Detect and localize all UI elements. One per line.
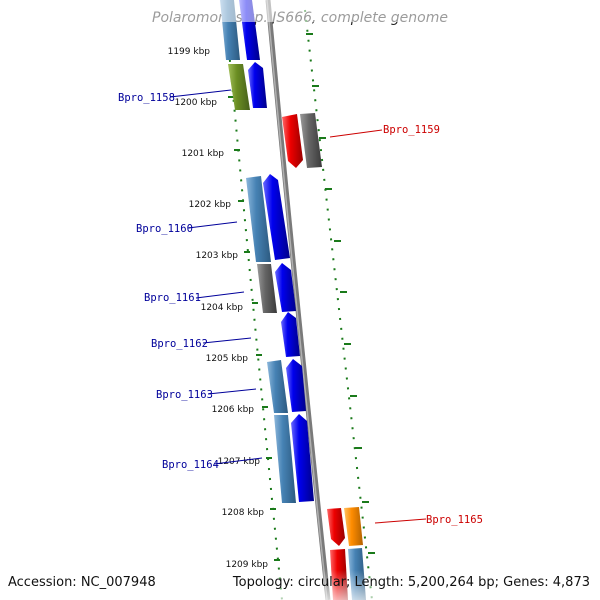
gene-label-bpro-1159[interactable]: Bpro_1159 bbox=[383, 124, 440, 136]
genome-summary-text: Topology: circular; Length: 5,200,264 bp… bbox=[232, 575, 590, 590]
tick-label: 1201 kbp bbox=[182, 149, 225, 159]
gene-label-bpro-1161[interactable]: Bpro_1161 bbox=[144, 292, 201, 304]
gene-label-bpro-1160[interactable]: Bpro_1160 bbox=[136, 223, 193, 235]
cds-reverse-bpro-1159[interactable] bbox=[282, 114, 303, 168]
gene-labels: Bpro_1158 Bpro_1159 Bpro_1160 Bpro_1161 … bbox=[118, 92, 483, 526]
accession-text: Accession: NC_007948 bbox=[8, 575, 156, 590]
inner-features bbox=[220, 0, 314, 503]
genome-backbone bbox=[265, 0, 331, 600]
cds-forward-bpro-1158[interactable] bbox=[248, 62, 267, 108]
tick-label: 1200 kbp bbox=[175, 98, 218, 108]
tick-label: 1208 kbp bbox=[222, 508, 265, 518]
scale-tick-labels: 1199 kbp 1200 kbp 1201 kbp 1202 kbp 1203… bbox=[168, 47, 269, 570]
cds-forward-bpro-1163[interactable] bbox=[286, 359, 306, 412]
gene-label-bpro-1163[interactable]: Bpro_1163 bbox=[156, 389, 213, 401]
callout-lines bbox=[169, 89, 427, 524]
top-fade bbox=[0, 0, 600, 22]
tick-label: 1202 kbp bbox=[189, 200, 232, 210]
cds-forward-bpro-1164[interactable] bbox=[291, 414, 314, 502]
outer-features bbox=[282, 113, 366, 600]
tick-label: 1204 kbp bbox=[201, 303, 244, 313]
cds-forward-bpro-1162[interactable] bbox=[281, 312, 300, 357]
feature-orange-bpro-1165[interactable] bbox=[344, 507, 363, 546]
feature-steel-bpro-1160[interactable] bbox=[246, 176, 271, 262]
tick-label: 1203 kbp bbox=[196, 251, 239, 261]
cds-reverse-bpro-1165[interactable] bbox=[327, 508, 345, 546]
tick-label: 1209 kbp bbox=[226, 560, 269, 570]
feature-olive-bpro-1158[interactable] bbox=[228, 64, 250, 110]
tick-label: 1207 kbp bbox=[218, 457, 261, 467]
feature-steel-bpro-1163[interactable] bbox=[267, 360, 288, 413]
tick-label: 1205 kbp bbox=[206, 354, 249, 364]
genome-backbone-highlight bbox=[266, 0, 328, 600]
gene-label-bpro-1164[interactable]: Bpro_1164 bbox=[162, 459, 219, 471]
tick-label: 1206 kbp bbox=[212, 405, 255, 415]
feature-grey-bpro-1159[interactable] bbox=[300, 113, 322, 168]
tick-label: 1199 kbp bbox=[168, 47, 211, 57]
cds-forward-bpro-1160[interactable] bbox=[263, 174, 290, 260]
feature-steel-bpro-1164[interactable] bbox=[274, 415, 296, 503]
bottom-fade bbox=[0, 570, 600, 600]
gene-label-bpro-1165[interactable]: Bpro_1165 bbox=[426, 514, 483, 526]
scale-ticks bbox=[226, 33, 375, 561]
cds-forward-bpro-1161[interactable] bbox=[275, 263, 296, 312]
inner-dotted-track bbox=[227, 39, 283, 600]
feature-grey-bpro-1161[interactable] bbox=[257, 264, 277, 313]
gene-label-bpro-1158[interactable]: Bpro_1158 bbox=[118, 92, 175, 104]
gene-label-bpro-1162[interactable]: Bpro_1162 bbox=[151, 338, 208, 350]
